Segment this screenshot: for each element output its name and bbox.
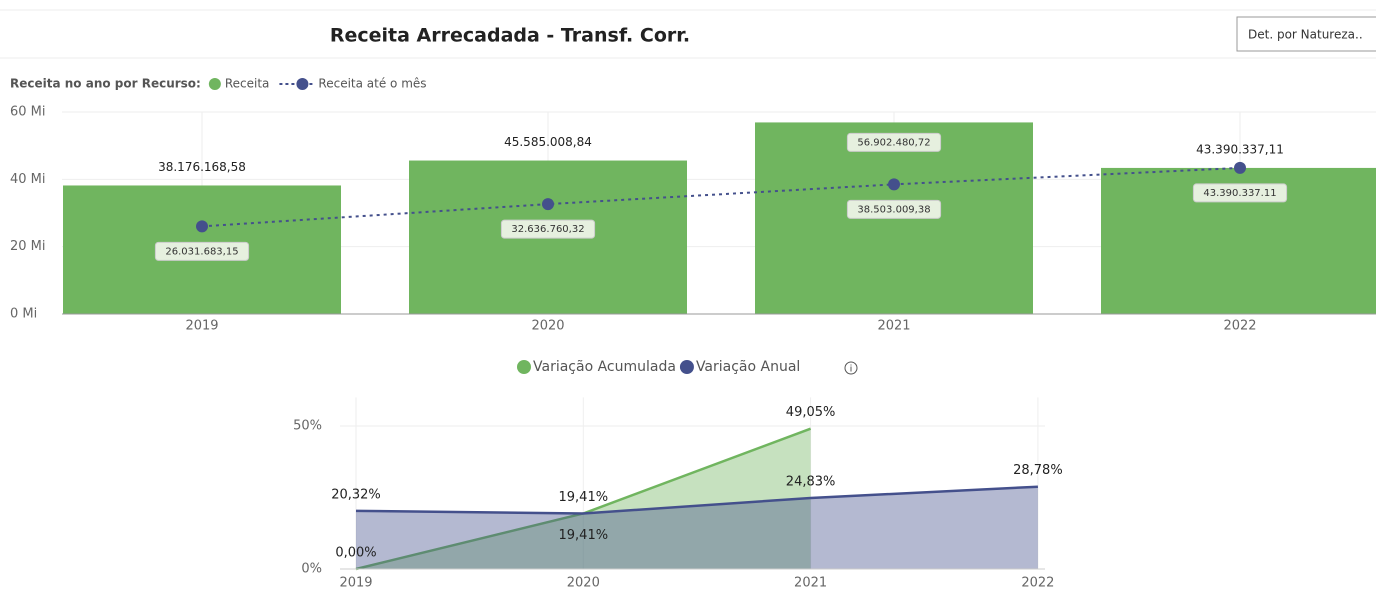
button[interactable] xyxy=(1236,16,1376,52)
line-point xyxy=(542,198,554,211)
data-label: 38.176.168,58 xyxy=(158,160,246,174)
legend-marker xyxy=(517,360,531,374)
data-label-box xyxy=(846,132,942,152)
legend-title: Receita no ano por Recurso: xyxy=(10,77,201,91)
x-tick-label: 2022 xyxy=(1021,576,1054,591)
x-tick-label: 2022 xyxy=(1223,319,1256,334)
y-tick-label: 50% xyxy=(293,419,322,434)
legend-label: Variação Anual xyxy=(696,359,800,375)
data-label: 0,00% xyxy=(335,546,376,561)
y-tick-label: 0 Mi xyxy=(10,307,37,322)
line-point xyxy=(196,220,208,233)
data-label-box xyxy=(500,219,596,239)
data-label: 43.390.337.11 xyxy=(1203,188,1276,199)
x-tick-label: 2019 xyxy=(185,319,218,334)
chart-title: Receita Arrecadada - Transf. Corr. xyxy=(330,25,690,47)
y-tick-label: 40 Mi xyxy=(10,172,46,187)
info-icon-glyph: i xyxy=(850,365,853,375)
data-label: 26.031.683,15 xyxy=(165,246,238,257)
data-label: 20,32% xyxy=(331,487,381,502)
data-label: 24,83% xyxy=(786,474,836,489)
x-tick-label: 2021 xyxy=(794,576,827,591)
legend-label: Receita xyxy=(225,77,270,91)
x-tick-label: 2020 xyxy=(567,576,600,591)
line-point xyxy=(1234,161,1246,174)
data-label: 19,41% xyxy=(559,490,609,505)
x-tick-label: 2020 xyxy=(531,319,564,334)
legend-marker xyxy=(679,360,694,374)
legend-marker xyxy=(208,78,221,90)
area-fill xyxy=(356,428,811,569)
line xyxy=(201,166,1241,228)
legend-label: Receita até o mês xyxy=(318,77,426,91)
data-label: 19,41% xyxy=(559,528,609,543)
data-label: 32.636.760,32 xyxy=(511,224,584,235)
legend-marker xyxy=(296,78,309,90)
button-label[interactable]: Det. por Natureza.. xyxy=(1248,28,1363,42)
line-point xyxy=(888,178,900,191)
data-label: 49,05% xyxy=(786,405,836,420)
area-line xyxy=(355,485,1038,515)
data-label: 56.902.480,72 xyxy=(857,137,930,148)
data-label: 38.503.009,38 xyxy=(857,204,930,215)
data-label: 43.390.337,11 xyxy=(1196,142,1284,156)
legend-label: Variação Acumulada xyxy=(533,359,676,375)
y-tick-label: 60 Mi xyxy=(10,105,46,120)
area-fill xyxy=(356,486,1038,569)
y-tick-label: 0% xyxy=(301,562,322,577)
data-label: 28,78% xyxy=(1013,463,1063,478)
data-label-box xyxy=(154,241,250,261)
y-tick-label: 20 Mi xyxy=(10,239,46,254)
data-label: 45.585.008,84 xyxy=(504,135,592,149)
data-label-box xyxy=(846,199,942,219)
x-tick-label: 2019 xyxy=(339,576,372,591)
info-icon[interactable] xyxy=(844,361,858,375)
data-label-box xyxy=(1192,183,1288,203)
x-tick-label: 2021 xyxy=(877,319,910,334)
